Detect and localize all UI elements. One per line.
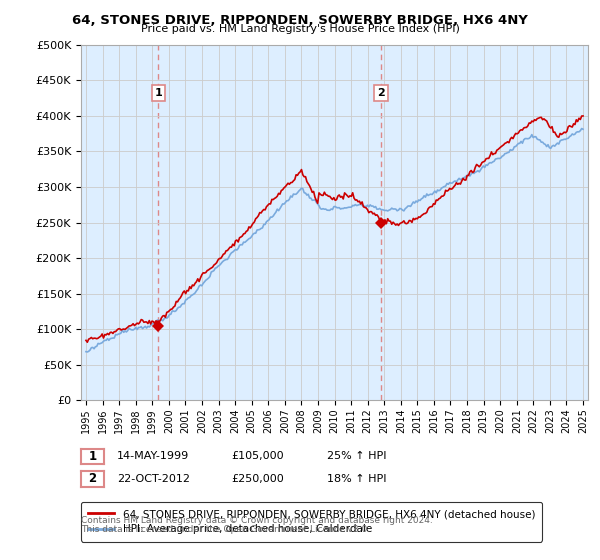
Text: £105,000: £105,000: [231, 451, 284, 461]
Text: 25% ↑ HPI: 25% ↑ HPI: [327, 451, 386, 461]
Text: 1: 1: [88, 450, 97, 463]
Text: 2: 2: [377, 88, 385, 98]
Text: Price paid vs. HM Land Registry's House Price Index (HPI): Price paid vs. HM Land Registry's House …: [140, 24, 460, 34]
Text: 14-MAY-1999: 14-MAY-1999: [117, 451, 189, 461]
Text: 1: 1: [155, 88, 162, 98]
Text: Contains HM Land Registry data © Crown copyright and database right 2024.: Contains HM Land Registry data © Crown c…: [81, 516, 433, 525]
Text: 22-OCT-2012: 22-OCT-2012: [117, 474, 190, 484]
Text: 18% ↑ HPI: 18% ↑ HPI: [327, 474, 386, 484]
Text: 2: 2: [88, 472, 97, 486]
Text: £250,000: £250,000: [231, 474, 284, 484]
Legend: 64, STONES DRIVE, RIPPONDEN, SOWERBY BRIDGE, HX6 4NY (detached house), HPI: Aver: 64, STONES DRIVE, RIPPONDEN, SOWERBY BRI…: [81, 502, 542, 542]
Text: 64, STONES DRIVE, RIPPONDEN, SOWERBY BRIDGE, HX6 4NY: 64, STONES DRIVE, RIPPONDEN, SOWERBY BRI…: [72, 14, 528, 27]
Text: This data is licensed under the Open Government Licence v3.0.: This data is licensed under the Open Gov…: [81, 525, 370, 534]
